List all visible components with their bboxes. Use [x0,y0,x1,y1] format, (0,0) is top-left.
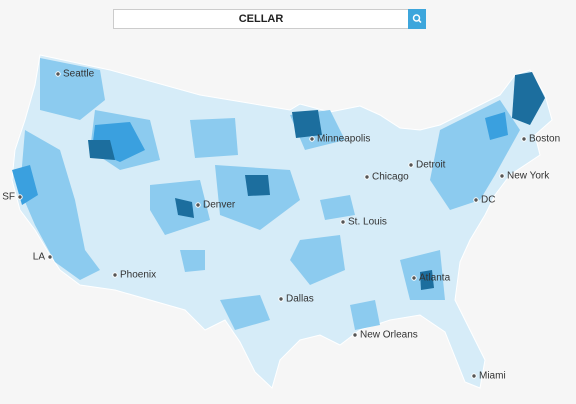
city-dot [471,373,477,379]
city-label: Seattle [63,69,95,80]
city-dot [499,173,505,179]
city-dot [352,332,358,338]
city-dot [408,162,414,168]
regions-high [12,72,545,290]
city-label: Detroit [416,160,446,171]
city-labels: Seattle Minneapolis Boston Detroit Chicago Ne… [2,69,560,382]
city-label: Atlanta [419,273,451,284]
city-dot [47,254,53,260]
city-label: New York [507,171,550,182]
city-label: New Orleans [360,330,418,341]
city-dot [17,194,23,200]
city-dot [411,275,417,281]
city-dot [309,136,315,142]
city-label: SF [2,192,15,203]
search-box[interactable]: CELLAR [113,9,409,29]
search-button[interactable] [408,9,426,29]
city-label: Phoenix [120,270,156,281]
city-dot [364,174,370,180]
city-label: Dallas [286,294,314,305]
city-label: Minneapolis [317,134,370,145]
city-dot [521,136,527,142]
city-label: DC [481,195,495,206]
city-label: Denver [203,200,236,211]
search-icon [412,14,422,24]
city-label: St. Louis [348,217,387,228]
city-dot [340,219,346,225]
city-label: Boston [529,134,560,145]
city-label: Miami [479,371,506,382]
city-dot [112,272,118,278]
city-dot [473,197,479,203]
city-label: Chicago [372,172,409,183]
city-dot [278,296,284,302]
city-dot [55,71,61,77]
city-dot [195,202,201,208]
city-label: LA [33,252,46,263]
